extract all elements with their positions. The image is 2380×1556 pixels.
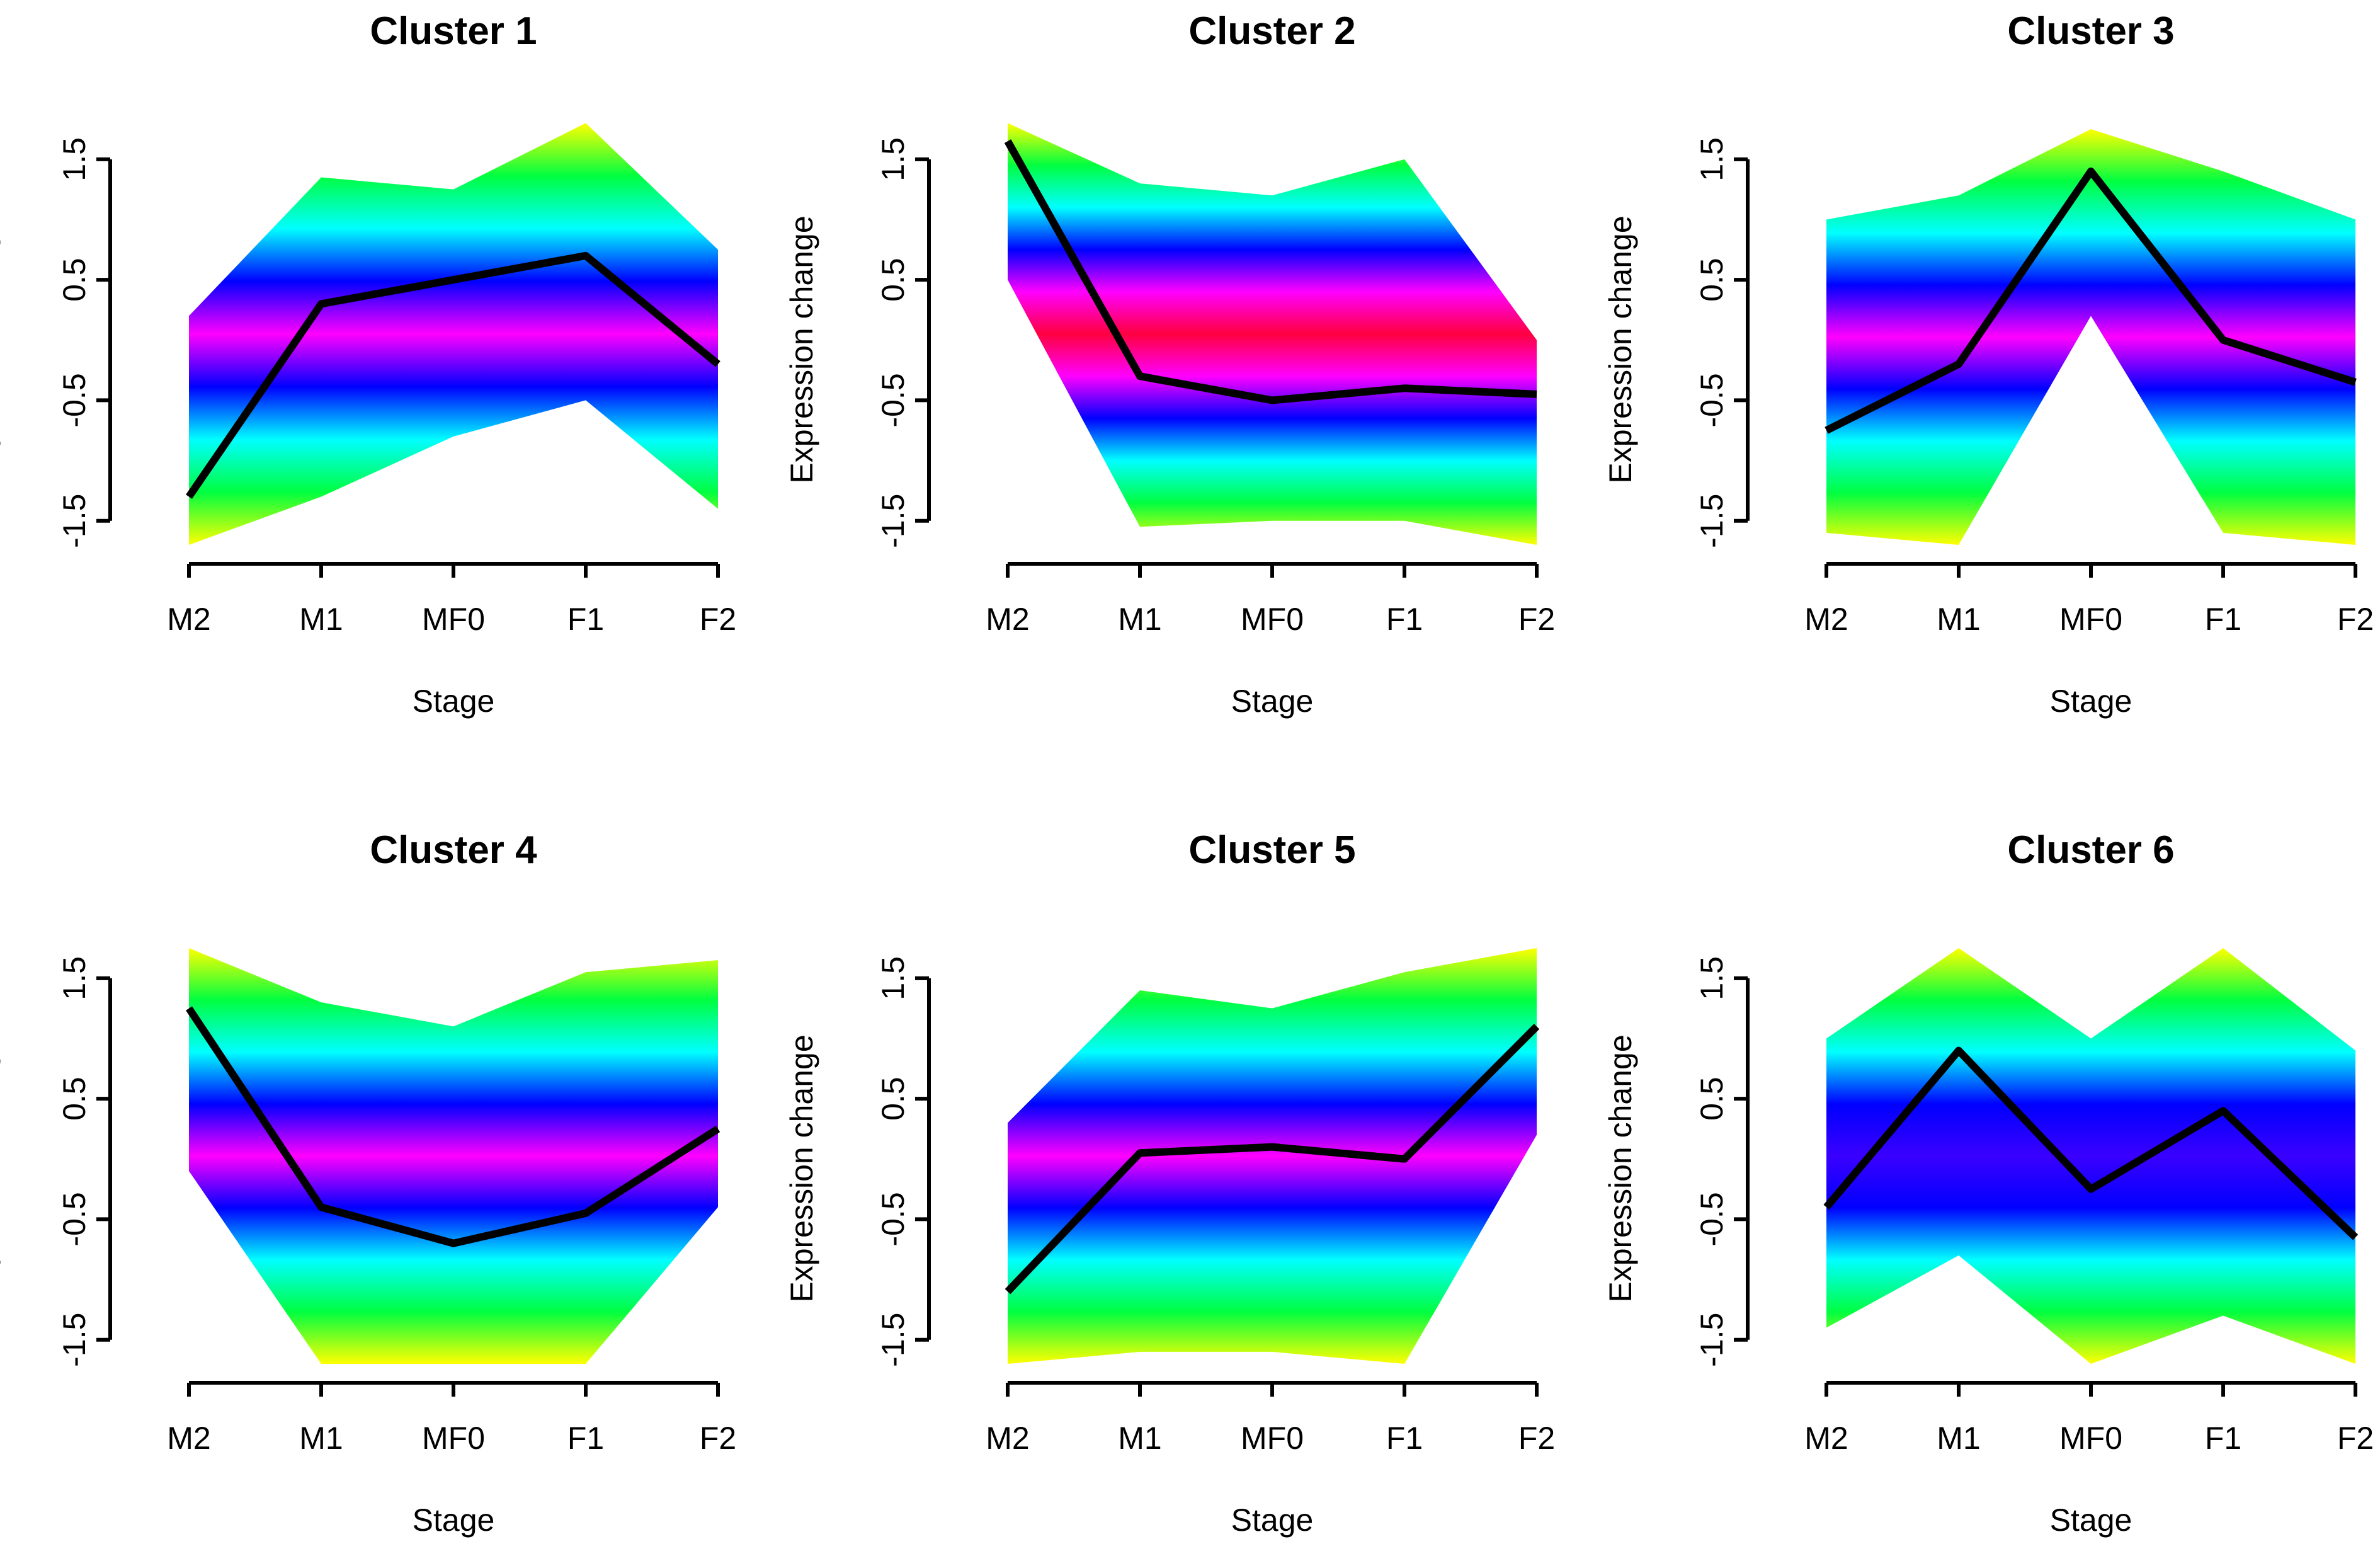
cluster-panel-2: -1.5 -0.5 0.5 1.5 M2 M1 MF0 F1 F2 Cluster 2 Stage E… [784, 9, 1555, 719]
y-tick-label: -0.5 [1694, 373, 1729, 427]
x-tick-label: M2 [1804, 602, 1848, 637]
y-tick-label: -1.5 [1694, 494, 1729, 548]
y-tick-label: 0.5 [875, 258, 911, 302]
y-tick-label: 1.5 [57, 956, 92, 1000]
x-tick-label: F2 [1518, 1421, 1555, 1456]
x-axis-label: Stage [413, 1502, 495, 1538]
y-axis-label: Expression change [1603, 1034, 1638, 1302]
cluster-panel-4: -1.5 -0.5 0.5 1.5 M2 M1 MF0 F1 F2 Cluster 4 Stage E… [0, 828, 736, 1538]
x-tick-label: M2 [1804, 1421, 1848, 1456]
panel-title: Cluster 5 [1188, 828, 1355, 872]
panel-title: Cluster 6 [2007, 828, 2174, 872]
y-tick-label: 1.5 [57, 137, 92, 181]
x-tick-label: M2 [167, 602, 210, 637]
x-tick-label: M1 [1937, 602, 1980, 637]
cluster-panel-3: -1.5 -0.5 0.5 1.5 M2 M1 MF0 F1 F2 Cluster 3 Stage E… [1603, 9, 2374, 719]
y-tick-label: 0.5 [57, 1077, 92, 1121]
x-axis-label: Stage [2050, 1502, 2132, 1538]
y-tick-label: -0.5 [57, 373, 92, 427]
x-tick-label: MF0 [422, 1421, 485, 1456]
centroid-line [1005, 1024, 1540, 1295]
panel-title: Cluster 3 [2007, 9, 2174, 53]
expression-band [189, 123, 718, 545]
x-tick-label: MF0 [422, 602, 485, 637]
cluster-panel-5: -1.5 -0.5 0.5 1.5 M2 M1 MF0 F1 F2 Cluster 5 Stage E… [784, 828, 1555, 1538]
y-axis-label: Expression change [1603, 215, 1638, 483]
x-tick-label: F2 [700, 602, 736, 637]
expression-band [1826, 948, 2355, 1364]
panel-title: Cluster 4 [370, 828, 537, 872]
centroid-line [186, 251, 720, 499]
x-tick-label: MF0 [1241, 1421, 1304, 1456]
panel-title: Cluster 2 [1188, 9, 1355, 53]
y-tick-label: 0.5 [1694, 258, 1729, 302]
y-axis-label: Expression change [784, 215, 819, 483]
y-tick-label: -0.5 [57, 1192, 92, 1246]
x-tick-label: M2 [986, 602, 1029, 637]
centroid-line [186, 1006, 720, 1247]
y-tick-label: 1.5 [875, 956, 911, 1000]
y-axis-label: Expression change [0, 1034, 1, 1302]
x-tick-label: MF0 [2059, 602, 2122, 637]
y-tick-label: 1.5 [875, 137, 911, 181]
y-tick-label: -1.5 [875, 1313, 911, 1367]
y-tick-label: -1.5 [57, 494, 92, 548]
x-tick-label: F2 [2337, 602, 2374, 637]
x-tick-label: M1 [1118, 602, 1161, 637]
y-tick-label: 0.5 [57, 258, 92, 302]
panel-title: Cluster 1 [370, 9, 537, 53]
y-tick-label: -0.5 [875, 1192, 911, 1246]
y-tick-label: -0.5 [1694, 1192, 1729, 1246]
y-axis-label: Expression change [0, 215, 1, 483]
expression-band [189, 948, 718, 1364]
x-tick-label: F1 [2205, 602, 2241, 637]
y-tick-label: 0.5 [875, 1077, 911, 1121]
x-axis-label: Stage [413, 684, 495, 719]
y-tick-label: 1.5 [1694, 137, 1729, 181]
x-tick-label: F2 [700, 1421, 736, 1456]
expression-band [1008, 948, 1537, 1364]
y-tick-label: -0.5 [875, 373, 911, 427]
cluster-panel-6: -1.5 -0.5 0.5 1.5 M2 M1 MF0 F1 F2 Cluster 6 Stage E… [1603, 828, 2374, 1538]
x-tick-label: M2 [986, 1421, 1029, 1456]
x-tick-label: F2 [2337, 1421, 2374, 1456]
cluster-panel-1: -1.5 -0.5 0.5 1.5 M2 M1 MF0 F1 F2 Cluster 1 Stage E… [0, 9, 736, 719]
y-tick-label: 0.5 [1694, 1077, 1729, 1121]
y-tick-label: -1.5 [1694, 1313, 1729, 1367]
centroid-line [1825, 167, 2357, 434]
y-tick-label: -1.5 [875, 494, 911, 548]
y-tick-label: -1.5 [57, 1313, 92, 1367]
x-tick-label: F1 [2205, 1421, 2241, 1456]
x-tick-label: M1 [299, 602, 343, 637]
y-tick-label: 1.5 [1694, 956, 1729, 1000]
x-tick-label: F1 [1386, 1421, 1423, 1456]
x-tick-label: MF0 [1241, 602, 1304, 637]
x-tick-label: M2 [167, 1421, 210, 1456]
x-axis-label: Stage [2050, 684, 2132, 719]
x-tick-label: F2 [1518, 602, 1555, 637]
x-axis-label: Stage [1231, 684, 1314, 719]
x-tick-label: F1 [567, 1421, 604, 1456]
expression-band [1008, 123, 1537, 545]
x-tick-label: F1 [567, 602, 604, 637]
x-axis-label: Stage [1231, 1502, 1314, 1538]
x-tick-label: F1 [1386, 602, 1423, 637]
x-tick-label: MF0 [2059, 1421, 2122, 1456]
centroid-line [1004, 139, 1537, 404]
x-tick-label: M1 [299, 1421, 343, 1456]
expression-band [1826, 129, 2355, 545]
centroid-line [1823, 1046, 2359, 1240]
x-tick-label: M1 [1937, 1421, 1980, 1456]
y-axis-label: Expression change [784, 1034, 819, 1302]
x-tick-label: M1 [1118, 1421, 1161, 1456]
